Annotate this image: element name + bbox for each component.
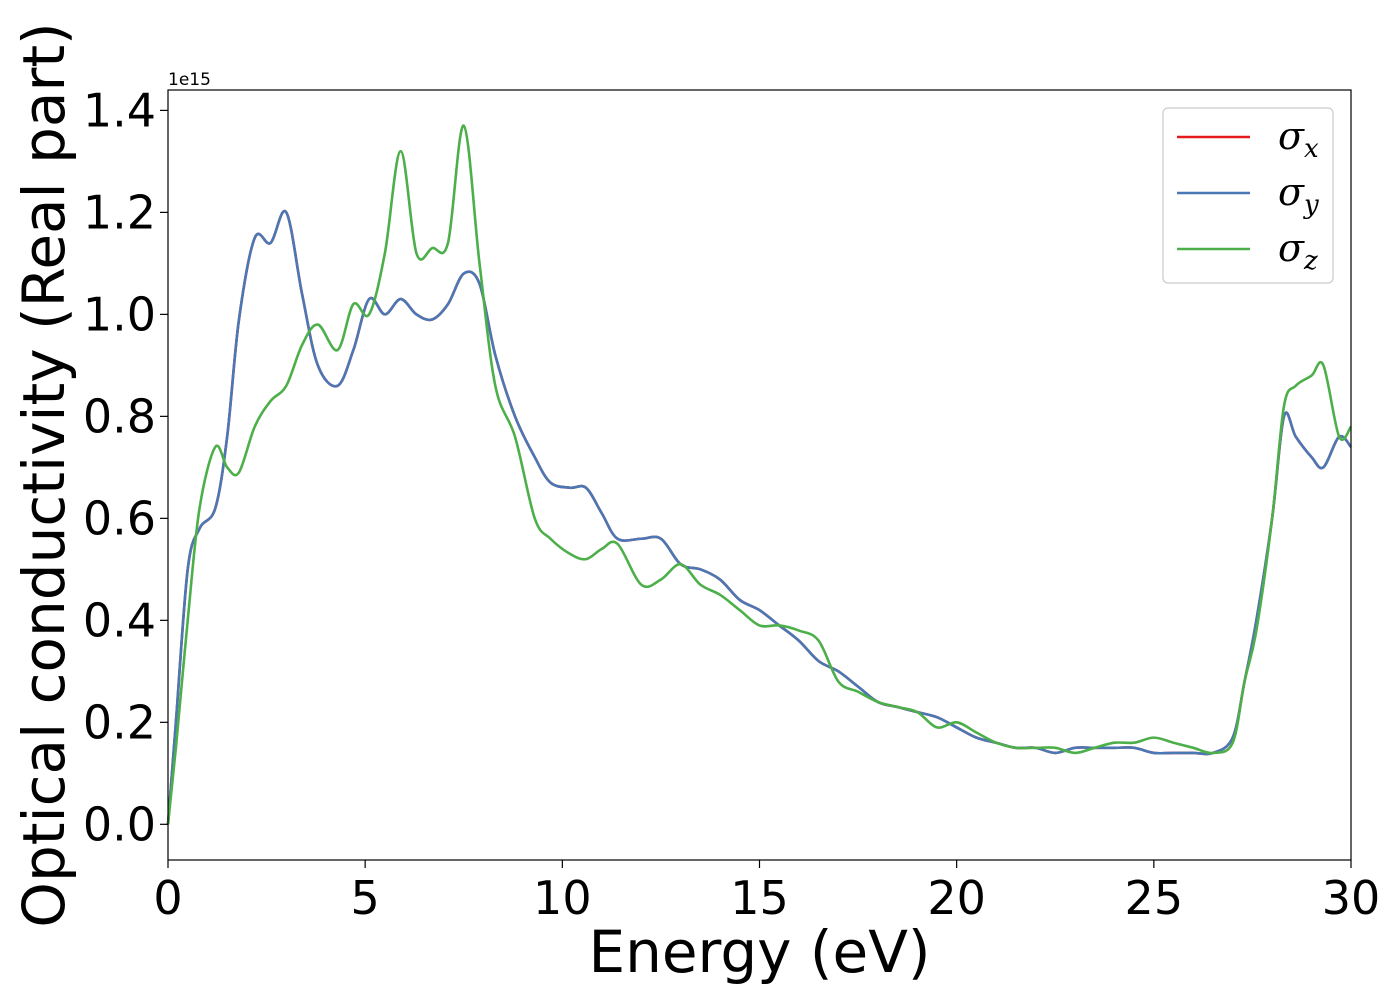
y-tick-label: 1.0 [83,287,156,341]
x-tick-label: 15 [730,871,789,925]
y-offset-label: 1e15 [168,70,211,90]
legend-subscript: x [1304,134,1319,164]
x-tick-label: 20 [927,871,986,925]
x-tick-label: 10 [533,871,592,925]
legend-symbol: σ [1278,114,1305,158]
y-tick-label: 1.2 [83,185,156,239]
legend-label-x: σx [1278,114,1319,164]
y-tick-label: 0.6 [83,491,156,545]
legend-label-z: σz [1278,226,1318,276]
x-tick-label: 25 [1125,871,1184,925]
series-line-y [166,209,1352,825]
y-axis-ticks: 0.0 0.2 0.4 0.6 0.8 1.0 1.2 1.4 [83,83,168,851]
x-tick-label: 5 [351,871,380,925]
y-tick-label: 0.8 [83,389,156,443]
x-tick-label: 0 [153,871,182,925]
y-axis-title: Optical conductivity (Real part) [10,22,78,927]
legend-subscript: z [1303,246,1318,276]
y-tick-label: 0.0 [83,797,156,851]
legend-symbol: σ [1278,226,1305,270]
legend-box [1162,107,1334,284]
legend-symbol: σ [1278,170,1305,214]
legend-subscript: y [1303,190,1319,220]
series-layer [166,124,1353,825]
x-tick-label: 30 [1322,871,1381,925]
legend-label-y: σy [1278,170,1319,220]
plot-area [168,90,1351,860]
y-tick-label: 0.4 [83,593,156,647]
series-line-z [166,124,1353,825]
y-tick-label: 0.2 [83,695,156,749]
x-axis-ticks: 0 5 10 15 20 25 30 [153,860,1380,925]
y-tick-label: 1.4 [83,83,156,137]
x-axis-title: Energy (eV) [588,918,930,986]
